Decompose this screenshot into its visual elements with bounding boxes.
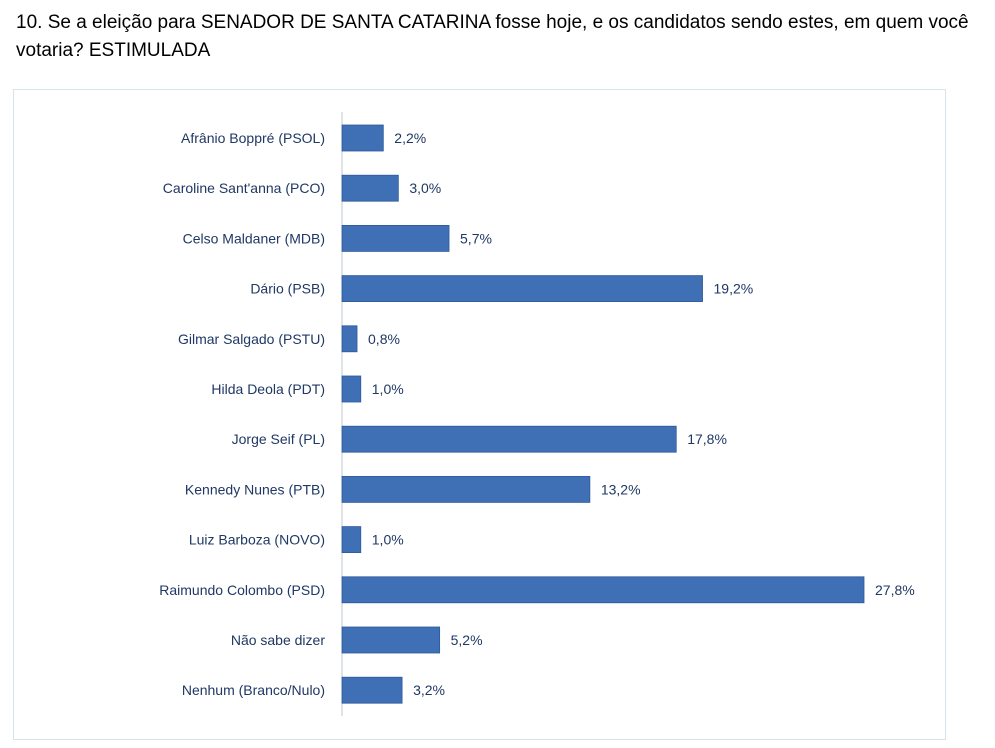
data-label: 19,2% [714, 281, 754, 297]
data-label: 13,2% [601, 481, 641, 497]
data-label: 0,8% [368, 331, 400, 347]
bar [341, 676, 403, 704]
bar [341, 325, 358, 353]
category-label: Raimundo Colombo (PSD) [159, 582, 325, 598]
category-label: Jorge Seif (PL) [232, 431, 325, 447]
bar [341, 224, 450, 252]
data-label: 3,0% [409, 180, 441, 196]
category-label: Hilda Deola (PDT) [211, 381, 325, 397]
bar [341, 174, 399, 202]
bar [341, 626, 441, 654]
bar [341, 275, 703, 303]
data-label: 17,8% [687, 431, 727, 447]
bar [341, 375, 362, 403]
data-label: 1,0% [372, 532, 404, 548]
bar [341, 425, 677, 453]
bar [341, 576, 865, 604]
data-label: 5,2% [451, 632, 483, 648]
data-label: 27,8% [875, 582, 915, 598]
chart-frame [13, 89, 946, 740]
category-label: Afrânio Boppré (PSOL) [181, 130, 325, 146]
data-label: 3,2% [413, 682, 445, 698]
category-label: Dário (PSB) [250, 281, 325, 297]
data-label: 5,7% [460, 230, 492, 246]
category-label: Nenhum (Branco/Nulo) [182, 682, 325, 698]
bar [341, 526, 362, 553]
data-labels: 2,2% 3,0% 5,7% 19,2% 0,8% 1,0% 17,8% 13,2% 1,0% 2… [368, 130, 915, 698]
data-label: 2,2% [394, 130, 426, 146]
category-label: Kennedy Nunes (PTB) [185, 481, 325, 497]
data-label: 1,0% [372, 381, 404, 397]
category-label: Caroline Sant'anna (PCO) [163, 180, 325, 196]
category-label: Gilmar Salgado (PSTU) [178, 331, 325, 347]
bar [341, 124, 384, 152]
category-label: Luiz Barboza (NOVO) [189, 532, 325, 548]
bar [341, 475, 591, 503]
category-label: Não sabe dizer [231, 632, 326, 648]
bars [341, 124, 865, 704]
category-labels: Afrânio Boppré (PSOL) Caroline Sant'anna … [159, 130, 325, 698]
question-title: 10. Se a eleição para SENADOR DE SANTA C… [16, 12, 969, 61]
category-label: Celso Maldaner (MDB) [183, 230, 325, 246]
